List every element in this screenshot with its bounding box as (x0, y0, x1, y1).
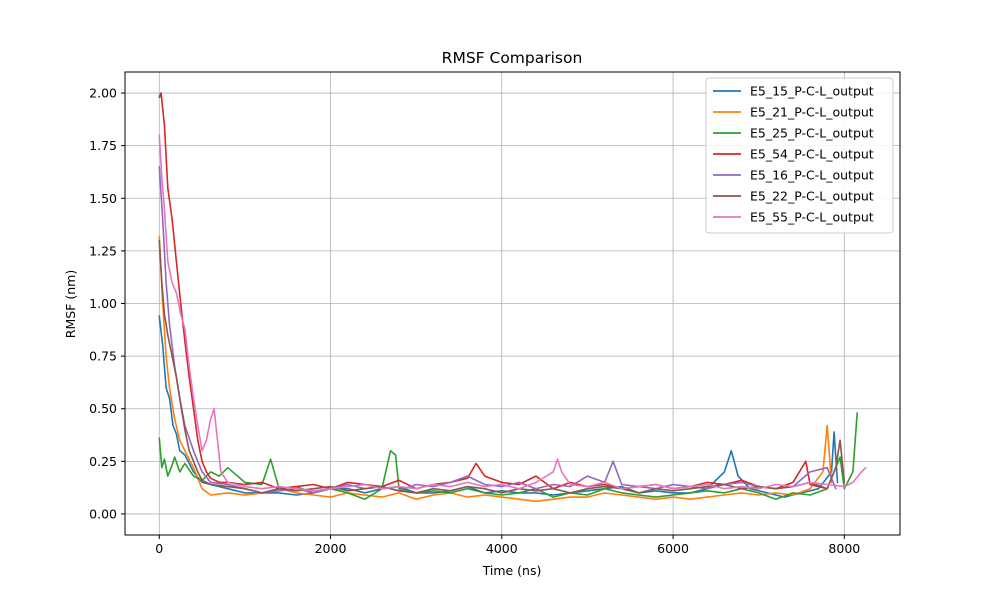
x-tick-label: 8000 (828, 541, 860, 556)
legend-entry-label: E5_25_P-C-L_output (750, 126, 874, 141)
series-line-5 (158, 165, 837, 494)
legend-entry-label: E5_55_P-C-L_output (750, 210, 874, 225)
axis-ticks: 0 2000 4000 6000 8000 0.00 0.25 0.50 0.75 1.00 1.2… (89, 86, 860, 556)
y-tick-label: 0.00 (89, 506, 117, 521)
legend-entry-label: E5_15_P-C-L_output (750, 84, 874, 99)
x-tick-label: 2000 (315, 541, 347, 556)
y-tick-label: 1.75 (89, 138, 117, 153)
grid-lines (125, 72, 900, 535)
legend-entry-label: E5_54_P-C-L_output (750, 147, 874, 162)
legend-box (705, 77, 894, 234)
legend-entry-label: E5_16_P-C-L_output (750, 168, 874, 183)
y-tick-label: 2.00 (89, 86, 117, 101)
y-tick-label: 1.50 (89, 191, 117, 206)
y-axis-label: RMSF (nm) (63, 270, 78, 338)
y-tick-label: 1.00 (89, 296, 117, 311)
y-tick-label: 1.25 (89, 243, 117, 258)
plot-area (158, 92, 867, 503)
x-tick-label: 0 (155, 541, 163, 556)
series-line-2 (158, 235, 833, 503)
y-tick-label: 0.75 (89, 349, 117, 364)
y-tick-label: 0.25 (89, 454, 117, 469)
x-tick-label: 6000 (657, 541, 689, 556)
legend-entry-label: E5_21_P-C-L_output (750, 105, 874, 120)
chart-title: RMSF Comparison (442, 49, 583, 67)
x-tick-label: 4000 (486, 541, 518, 556)
legend: E5_15_P-C-L_output E5_21_P-C-L_output E5_2… (705, 77, 894, 234)
legend-entry-label: E5_22_P-C-L_output (750, 189, 874, 204)
series-line-6 (158, 239, 846, 494)
y-tick-label: 0.50 (89, 401, 117, 416)
series-line-7 (158, 134, 867, 492)
x-axis-label: Time (ns) (482, 563, 542, 578)
